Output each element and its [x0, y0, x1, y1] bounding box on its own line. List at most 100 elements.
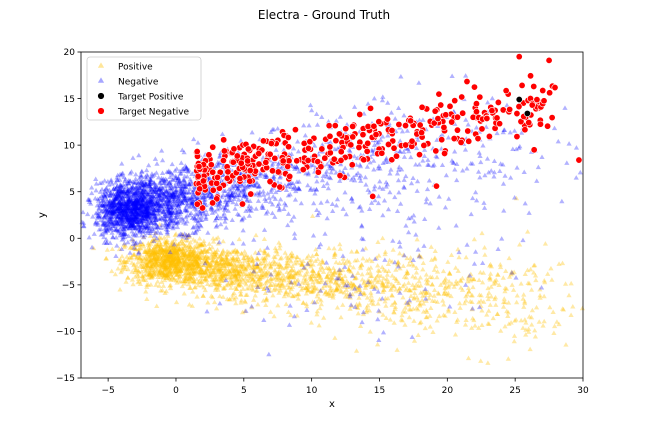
positive-point	[177, 279, 184, 284]
negative-point	[147, 215, 154, 220]
positive-point	[170, 263, 177, 268]
positive-point	[169, 262, 175, 268]
positive-point	[218, 273, 224, 279]
negative-point	[130, 225, 136, 231]
positive-point	[334, 285, 340, 291]
positive-point	[302, 265, 309, 271]
negative-point	[123, 201, 129, 206]
positive-point	[109, 268, 115, 274]
positive-point	[149, 239, 155, 244]
positive-point	[154, 249, 160, 255]
negative-point	[292, 197, 299, 202]
positive-point	[223, 261, 229, 267]
negative-point	[139, 219, 145, 224]
positive-point	[318, 279, 324, 284]
positive-point	[288, 286, 295, 292]
positive-point	[293, 257, 299, 263]
negative-point	[95, 222, 101, 227]
positive-point	[166, 275, 172, 280]
positive-point	[228, 274, 235, 279]
positive-point	[469, 299, 475, 305]
positive-point	[234, 248, 240, 254]
positive-point	[204, 249, 211, 254]
positive-point	[170, 268, 176, 274]
positive-point	[220, 256, 226, 262]
positive-point	[481, 299, 487, 304]
positive-point	[372, 283, 378, 288]
negative-point	[113, 207, 119, 213]
negative-point	[167, 210, 174, 216]
positive-point	[216, 276, 222, 281]
positive-point	[266, 270, 272, 275]
positive-point	[169, 262, 175, 267]
positive-point	[254, 262, 261, 268]
negative-point	[105, 207, 111, 213]
positive-point	[210, 269, 216, 275]
negative-point	[106, 182, 112, 187]
positive-point	[154, 244, 161, 249]
positive-point	[505, 313, 511, 318]
positive-point	[144, 262, 150, 267]
positive-point	[366, 256, 373, 262]
negative-point	[120, 226, 126, 232]
positive-point	[476, 292, 483, 297]
positive-point	[163, 265, 169, 271]
positive-point	[171, 250, 177, 256]
positive-point	[212, 287, 219, 292]
positive-point	[194, 261, 200, 267]
positive-point	[240, 263, 246, 268]
positive-point	[162, 248, 169, 254]
positive-point	[286, 277, 292, 283]
positive-point	[202, 247, 208, 252]
positive-point	[434, 274, 440, 280]
positive-point	[411, 263, 417, 268]
positive-point	[209, 257, 215, 263]
positive-point	[202, 255, 208, 260]
positive-point	[360, 311, 367, 317]
negative-point	[118, 172, 124, 178]
positive-point	[151, 237, 158, 242]
negative-point	[114, 214, 120, 219]
negative-point	[127, 187, 133, 192]
positive-point	[176, 258, 182, 263]
positive-point	[512, 318, 518, 323]
positive-point	[165, 262, 171, 268]
positive-point	[156, 239, 163, 244]
positive-point	[162, 264, 168, 269]
negative-point	[149, 210, 155, 215]
positive-point	[153, 258, 159, 263]
positive-point	[353, 348, 360, 353]
positive-point	[227, 262, 233, 267]
positive-point	[144, 249, 151, 255]
negative-point	[128, 215, 134, 221]
positive-point	[259, 255, 265, 261]
negative-point	[133, 204, 139, 210]
positive-point	[144, 282, 150, 287]
positive-point	[392, 300, 398, 305]
positive-point	[181, 255, 188, 260]
positive-point	[355, 305, 361, 310]
positive-point	[191, 248, 197, 253]
positive-point	[172, 258, 178, 263]
positive-point	[170, 239, 176, 244]
negative-point	[132, 218, 138, 224]
positive-point	[235, 270, 241, 275]
positive-point	[314, 299, 320, 304]
positive-point	[217, 262, 223, 267]
negative-point	[119, 208, 126, 213]
negative-point	[105, 202, 112, 207]
negative-point	[117, 202, 123, 208]
positive-point	[277, 262, 283, 268]
positive-point	[176, 258, 182, 264]
positive-point	[125, 257, 131, 262]
positive-point	[187, 252, 194, 257]
positive-point	[167, 254, 174, 259]
positive-point	[221, 262, 227, 268]
positive-point	[285, 273, 291, 278]
positive-point	[349, 303, 355, 308]
positive-point	[256, 282, 262, 288]
positive-point	[279, 283, 285, 288]
positive-point	[234, 266, 240, 272]
positive-point	[375, 272, 381, 277]
positive-point	[181, 263, 187, 269]
